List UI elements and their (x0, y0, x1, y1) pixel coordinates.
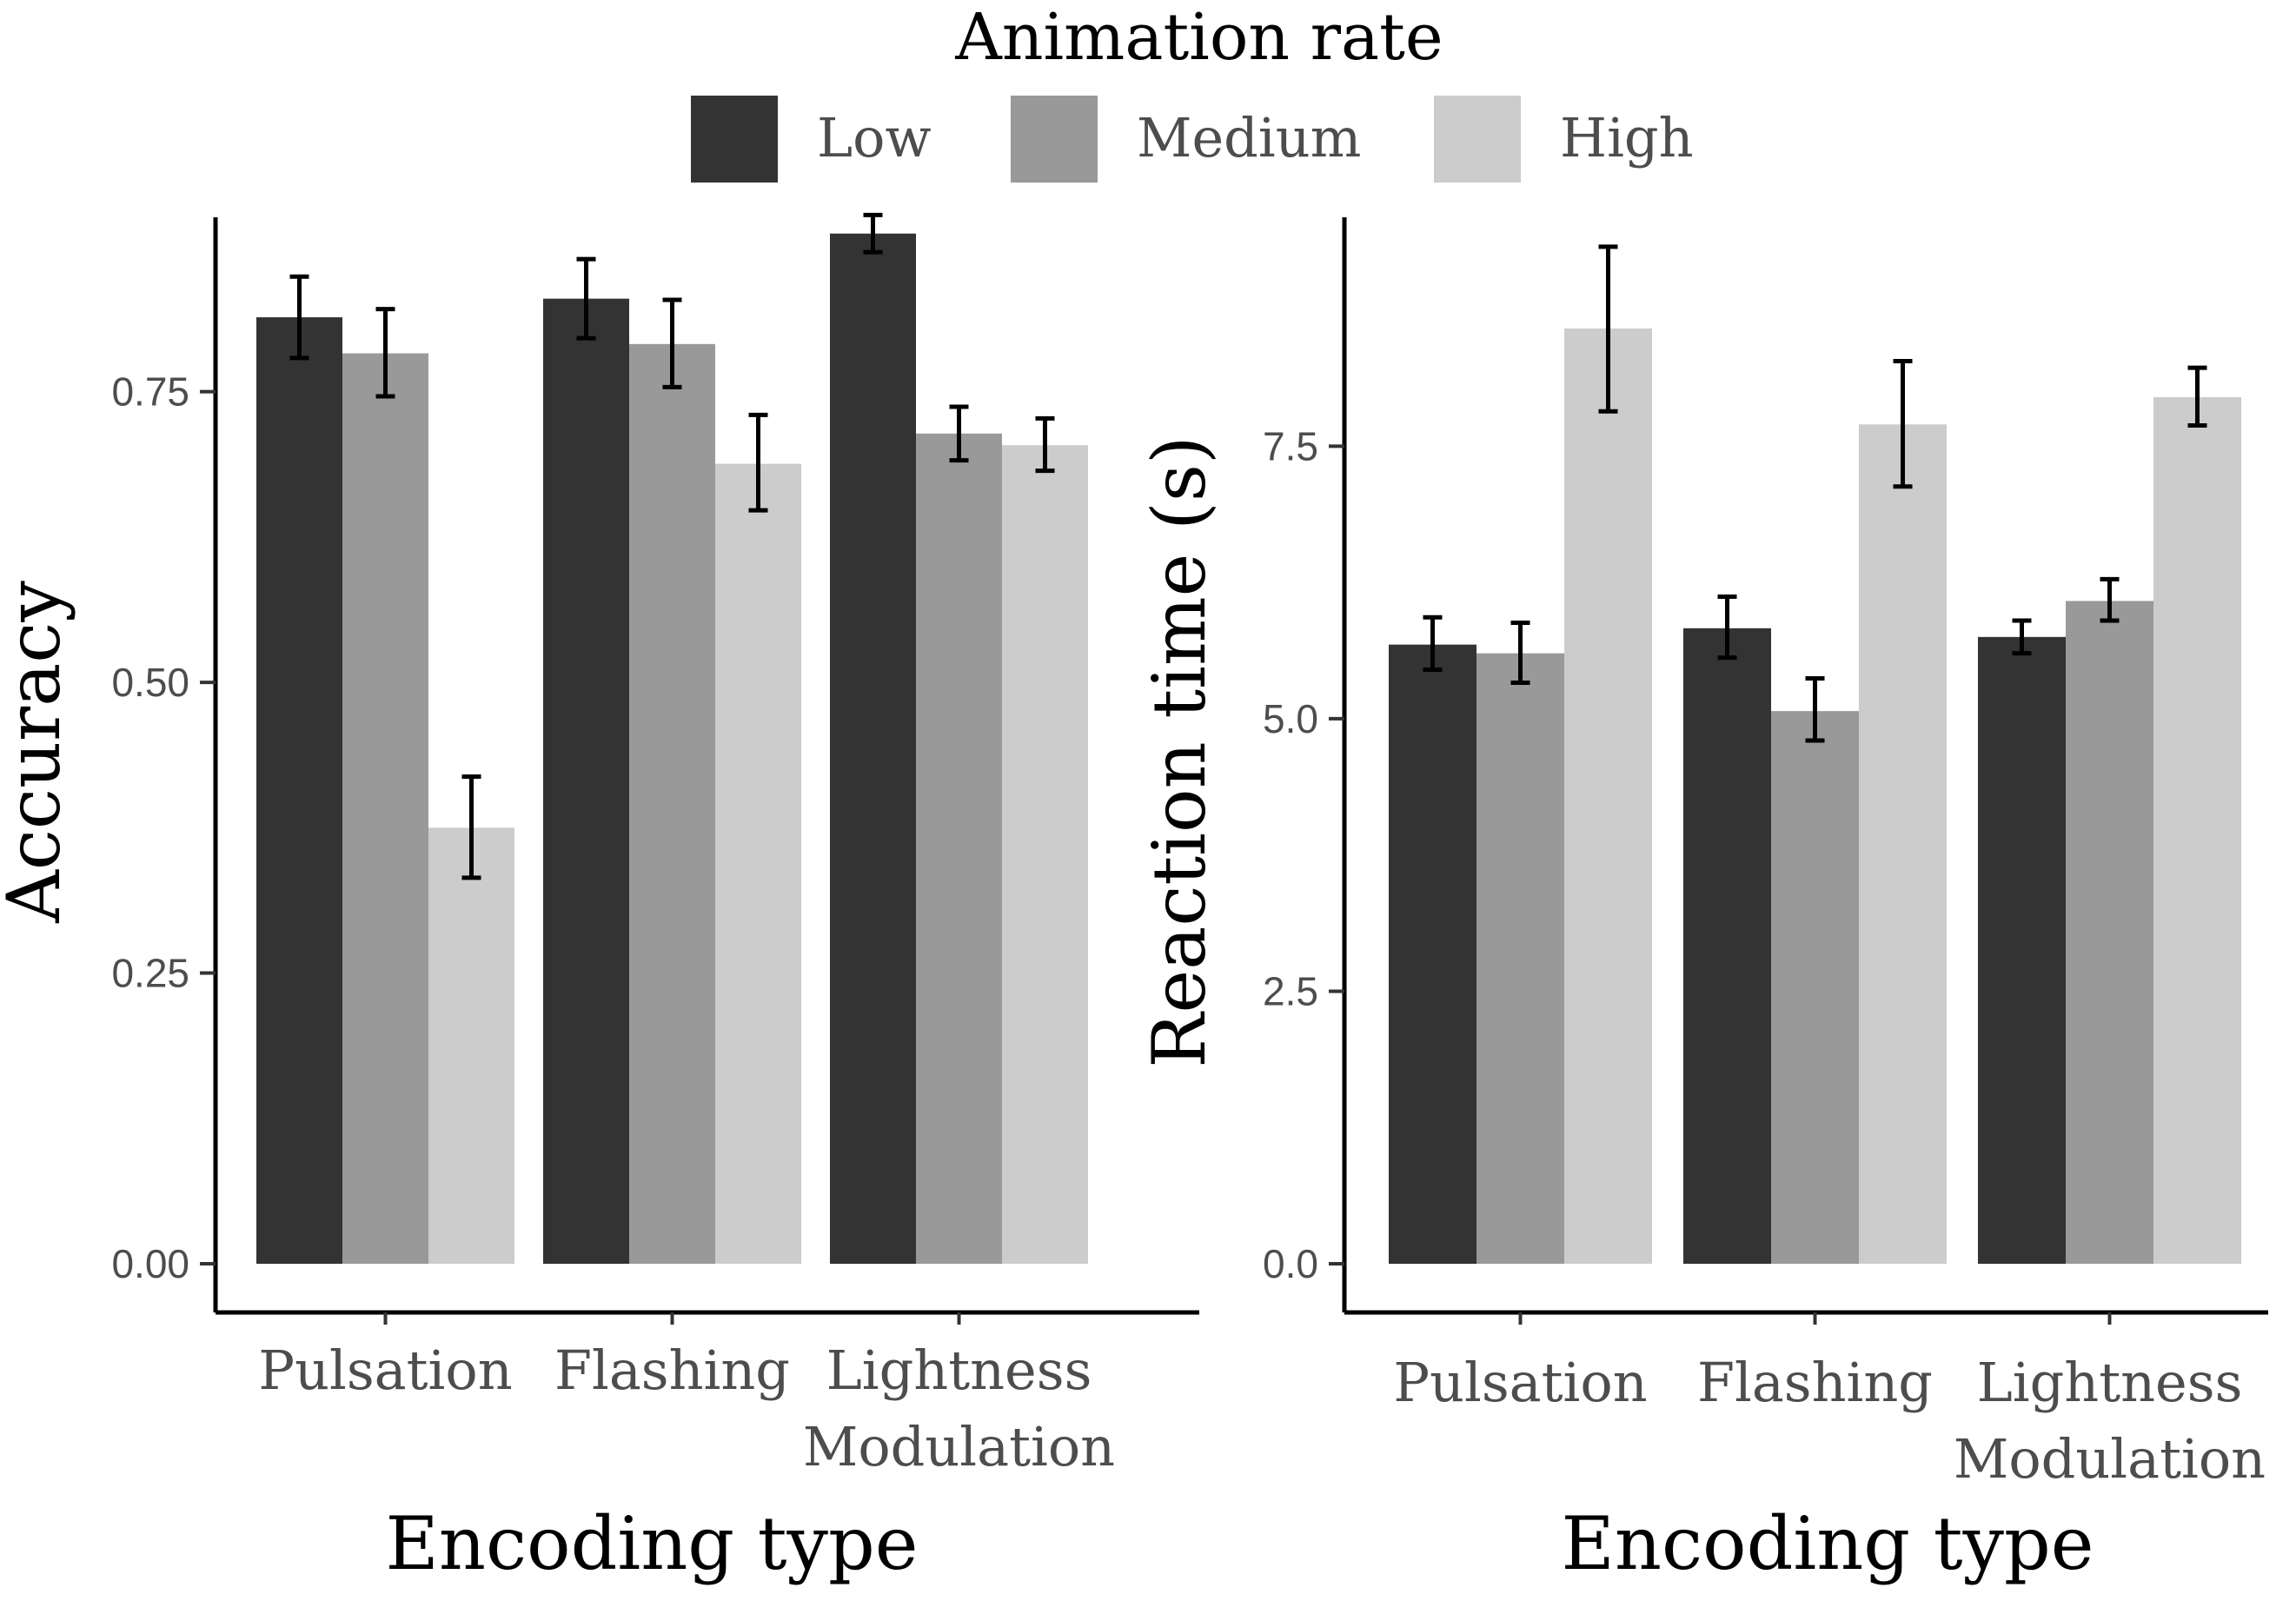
bar-medium-flashing (629, 343, 715, 1265)
x-axis-title: Encoding type (1562, 1501, 2094, 1586)
bar-low-pulsation (1389, 644, 1476, 1264)
error-bar (949, 404, 969, 463)
legend-key-high (1434, 96, 1521, 183)
bar-medium-lightness-modulation (916, 433, 1002, 1264)
bar-medium-lightness-modulation (2066, 601, 2153, 1264)
legend: Animation rate Low Medium High (691, 0, 1694, 183)
y-tick-label: 7.5 (1263, 423, 1318, 468)
y-tick-label: 0.50 (111, 660, 189, 705)
y-axis-title: Accuracy (0, 581, 76, 924)
bar-medium-pulsation (342, 353, 428, 1264)
bar-high-pulsation (428, 827, 514, 1264)
bar-high-flashing (1859, 424, 1947, 1265)
error-bar (863, 212, 883, 255)
error-bar (1805, 676, 1825, 743)
bar-high-lightness-modulation (2153, 396, 2241, 1264)
error-bar (461, 774, 481, 880)
bar-low-flashing (1683, 628, 1771, 1264)
x-axis-title: Encoding type (386, 1501, 919, 1586)
bar-medium-pulsation (1476, 653, 1564, 1264)
legend-label-medium: Medium (1137, 106, 1361, 169)
y-tick-label: 2.5 (1263, 968, 1318, 1013)
x-tick-label: Pulsation (1393, 1351, 1647, 1414)
bar-low-pulsation (256, 317, 342, 1265)
y-tick-label: 0.75 (111, 369, 189, 415)
bar-low-lightness-modulation (830, 233, 916, 1264)
error-bar (1893, 359, 1913, 489)
error-bar (576, 256, 596, 341)
error-bar (2100, 576, 2120, 623)
error-bar (662, 297, 682, 389)
y-axis-title: Reaction time (s) (1137, 435, 1222, 1067)
bar-high-pulsation (1564, 328, 1652, 1264)
error-bar (1598, 244, 1618, 414)
x-tick-label: Lightness (1977, 1351, 2243, 1414)
error-bar (2012, 618, 2032, 656)
bar-low-flashing (543, 298, 629, 1265)
bar-high-lightness-modulation (1002, 445, 1088, 1264)
bar-medium-flashing (1771, 711, 1859, 1264)
x-tick-label: Flashing (554, 1339, 790, 1402)
bar-low-lightness-modulation (1978, 636, 2066, 1264)
reaction-time-chart: Reaction time (s) Encoding type 0.0 2.5 5.… (1137, 217, 2268, 1586)
error-bar (1423, 614, 1443, 672)
x-tick-label: Lightness (826, 1339, 1092, 1402)
x-tick-label: Pulsation (258, 1339, 512, 1402)
y-tick-label: 0.25 (111, 951, 189, 996)
error-bar (748, 412, 768, 513)
bar-high-flashing (715, 463, 801, 1264)
error-bar (2187, 365, 2207, 428)
error-bar (1717, 594, 1737, 661)
y-tick-label: 0.0 (1263, 1241, 1318, 1286)
legend-label-high: High (1560, 106, 1694, 169)
x-tick-label: Modulation (1954, 1427, 2266, 1491)
accuracy-chart: Accuracy Encoding type 0.00 0.25 0.50 0.75 P… (0, 212, 1199, 1586)
legend-label-low: Low (817, 106, 932, 169)
error-bar (1510, 621, 1530, 686)
legend-key-low (691, 96, 778, 183)
error-bar (289, 274, 309, 361)
x-tick-label: Flashing (1697, 1351, 1933, 1414)
x-tick-label: Modulation (803, 1415, 1115, 1478)
y-tick-label: 5.0 (1263, 696, 1318, 741)
y-tick-label: 0.00 (111, 1241, 189, 1286)
legend-key-medium (1011, 96, 1098, 183)
legend-title: Animation rate (954, 0, 1443, 75)
error-bar (375, 307, 395, 399)
error-bar (1035, 415, 1055, 474)
